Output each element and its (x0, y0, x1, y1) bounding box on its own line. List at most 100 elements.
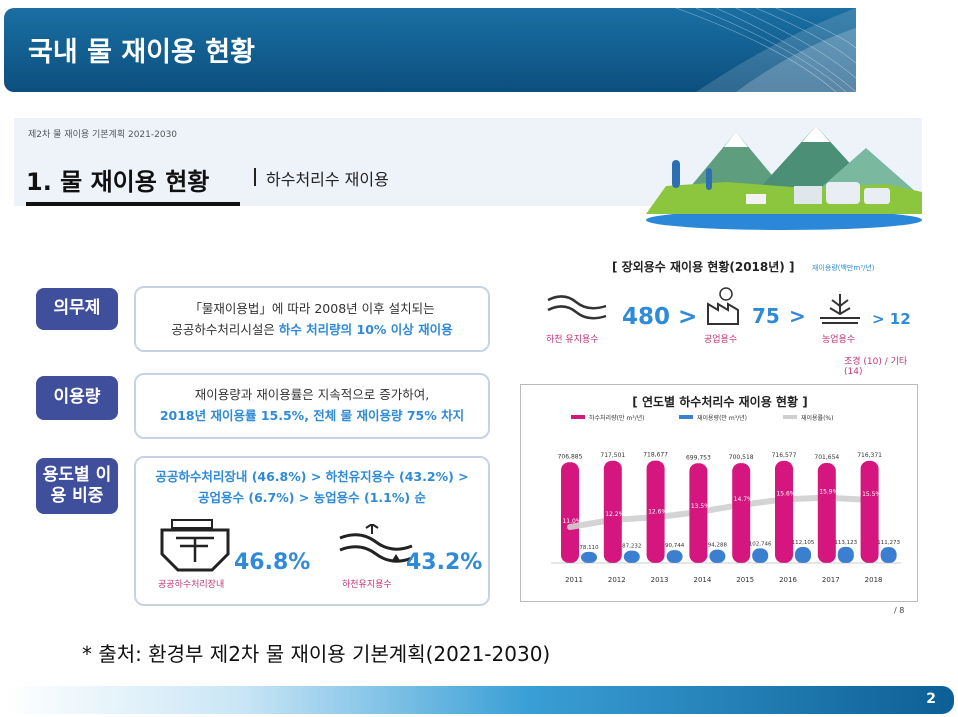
usage-box: 재이용량과 재이용률은 지속적으로 증가하여, 2018년 재이용률 15.5%… (134, 373, 490, 439)
header-wave-decoration (675, 8, 856, 92)
reuse-rate-label: 12.2% (605, 511, 624, 518)
treated-volume-label: 716,371 (857, 452, 882, 459)
reuse-volume-label: 87,232 (622, 544, 641, 550)
page-marker: / 8 (894, 606, 905, 615)
treated-volume-bar (817, 463, 836, 563)
legend-swatch (571, 415, 585, 419)
treated-volume-bar (732, 463, 751, 563)
reuse-volume-bar (752, 548, 769, 563)
chart-container: [ 연도별 하수처리수 재이용 현황 ] 하수처리량(만 m³/년) 재이용량(만… (520, 384, 918, 602)
offsite-river-caption: 하천 유지용수 (546, 335, 599, 345)
treated-volume-bar (603, 460, 622, 563)
reuse-volume-label: 90,744 (665, 543, 685, 549)
offsite-unit: 재이용량(백만m³/년) (812, 264, 875, 272)
reuse-rate-label: 14.7% (734, 496, 753, 503)
reuse-rate-label: 12.6% (648, 508, 667, 515)
reuse-volume-label: 78,110 (579, 545, 599, 551)
reuse-rate-label: 13.5% (691, 503, 710, 510)
embedded-slide: 제2차 물 재이용 기본계획 2021-2030 1. 물 재이용 현황 하수처… (14, 118, 922, 620)
offsite-gt-1: > (678, 304, 698, 330)
label-by-purpose: 용도별 이용 비중 (36, 458, 118, 514)
reuse-volume-bar (581, 551, 597, 563)
x-tick-label: 2018 (865, 576, 883, 584)
factory-icon (707, 287, 739, 325)
treated-volume-label: 700,518 (729, 454, 754, 461)
yearly-reuse-chart: 하수처리량(만 m³/년) 재이용량(만 m³/년) 재이용률(%) 706,885 7… (551, 414, 901, 584)
reuse-volume-bar (709, 549, 726, 563)
treated-volume-bar (860, 460, 879, 563)
slide-subtitle: 하수처리수 재이용 (266, 170, 389, 189)
treated-volume-bar (561, 462, 579, 563)
obligation-box: 「물재이용법」에 따라 2008년 이후 설치되는 공공하수처리시설은 하수 처… (134, 286, 490, 352)
legend-swatch (783, 415, 797, 419)
obligation-line1: 「물재이용법」에 따라 2008년 이후 설치되는 (189, 301, 435, 316)
plan-label: 제2차 물 재이용 기본계획 2021-2030 (28, 130, 178, 140)
obligation-highlight: 하수 처리량의 10% 이상 재이용 (278, 322, 453, 338)
reuse-volume-bar (880, 547, 897, 563)
legend-label: 하수처리량(만 m³/년) (589, 414, 645, 422)
landscape-illustration (646, 126, 922, 230)
reuse-volume-bar (623, 550, 640, 563)
stat-river-value: 43.2% (406, 550, 483, 575)
offsite-title: [ 장외용수 재이용 현황(2018년) ] (612, 260, 795, 274)
reuse-volume-label: 102,746 (749, 541, 772, 547)
treated-volume-bar (689, 463, 708, 563)
legend-label: 재이용량(만 m³/년) (697, 414, 747, 422)
reuse-volume-label: 113,123 (834, 540, 857, 546)
label-obligation: 의무제 (36, 288, 118, 330)
treated-volume-label: 699,753 (686, 454, 711, 461)
reuse-volume-bar (837, 546, 854, 563)
reuse-rate-label: 15.6% (776, 490, 795, 497)
obligation-line2: 공공하수처리시설은 하수 처리량의 10% 이상 재이용 (136, 319, 488, 340)
treatment-plant-icon (160, 519, 230, 572)
x-tick-label: 2012 (608, 576, 626, 584)
chart-title: [ 연도별 하수처리수 재이용 현황 ] (632, 395, 808, 409)
reuse-volume-label: 111,273 (877, 540, 900, 546)
x-tick-label: 2016 (779, 576, 797, 584)
source-citation: * 출처: 환경부 제2차 물 재이용 기본계획(2021-2030) (82, 642, 551, 666)
label-usage: 이용량 (36, 376, 118, 420)
legend-label: 재이용률(%) (801, 414, 833, 422)
subtitle-divider (254, 168, 256, 186)
page-title: 국내 물 재이용 현황 (28, 37, 255, 68)
reuse-rate-label: 15.9% (819, 489, 838, 496)
treated-volume-label: 701,654 (814, 454, 839, 461)
page-number: 2 (926, 691, 936, 707)
purpose-line1: 공공하수처리장내 (46.8%) > 하천유지용수 (43.2%) > (155, 469, 469, 484)
offsite-industry-value: 75 (752, 304, 780, 328)
reuse-volume-label: 94,288 (708, 543, 728, 549)
treated-volume-label: 718,677 (643, 452, 668, 459)
legend-swatch (679, 415, 693, 419)
usage-highlight: 2018년 재이용률 15.5%, 전체 물 재이용량 75% 차지 (159, 408, 465, 424)
x-tick-label: 2015 (736, 576, 754, 584)
purpose-line2: 공업용수 (6.7%) > 농업용수 (1.1%) 순 (198, 490, 426, 506)
x-tick-label: 2013 (651, 576, 669, 584)
title-underline (26, 202, 240, 206)
x-tick-label: 2017 (822, 576, 840, 584)
treated-volume-label: 717,501 (600, 452, 625, 459)
river-icon (547, 295, 607, 320)
river-icon (339, 524, 413, 563)
offsite-note: 조경 (10) / 기타 (14) (844, 357, 908, 377)
reuse-rate-label: 15.5% (862, 491, 881, 498)
stat-river-caption: 하천유지용수 (342, 580, 392, 590)
header-banner: 국내 물 재이용 현황 (4, 8, 856, 92)
reuse-volume-bar (666, 550, 683, 563)
x-tick-label: 2011 (565, 576, 583, 584)
slide-title: 1. 물 재이용 현황 (26, 168, 210, 196)
reuse-volume-bar (795, 547, 811, 563)
stat-plant-caption: 공공하수처리장내 (158, 580, 225, 590)
treated-volume-bar (646, 460, 665, 563)
stat-plant-value: 46.8% (234, 550, 311, 575)
footer-bar: 2 (4, 686, 954, 714)
agriculture-icon (820, 294, 860, 324)
offsite-gt-2: > (789, 304, 806, 328)
obligation-line2-text: 공공하수처리시설은 (171, 322, 279, 338)
usage-line1: 재이용량과 재이용률은 지속적으로 증가하여, (194, 387, 430, 402)
x-tick-label: 2014 (693, 576, 711, 584)
offsite-river-value: 480 (622, 304, 671, 330)
treated-volume-label: 716,577 (772, 452, 797, 459)
by-purpose-box: 공공하수처리장내 (46.8%) > 하천유지용수 (43.2%) > 공업용수… (134, 456, 490, 606)
offsite-industry-caption: 공업용수 (704, 335, 738, 345)
treated-volume-label: 706,885 (558, 453, 583, 460)
